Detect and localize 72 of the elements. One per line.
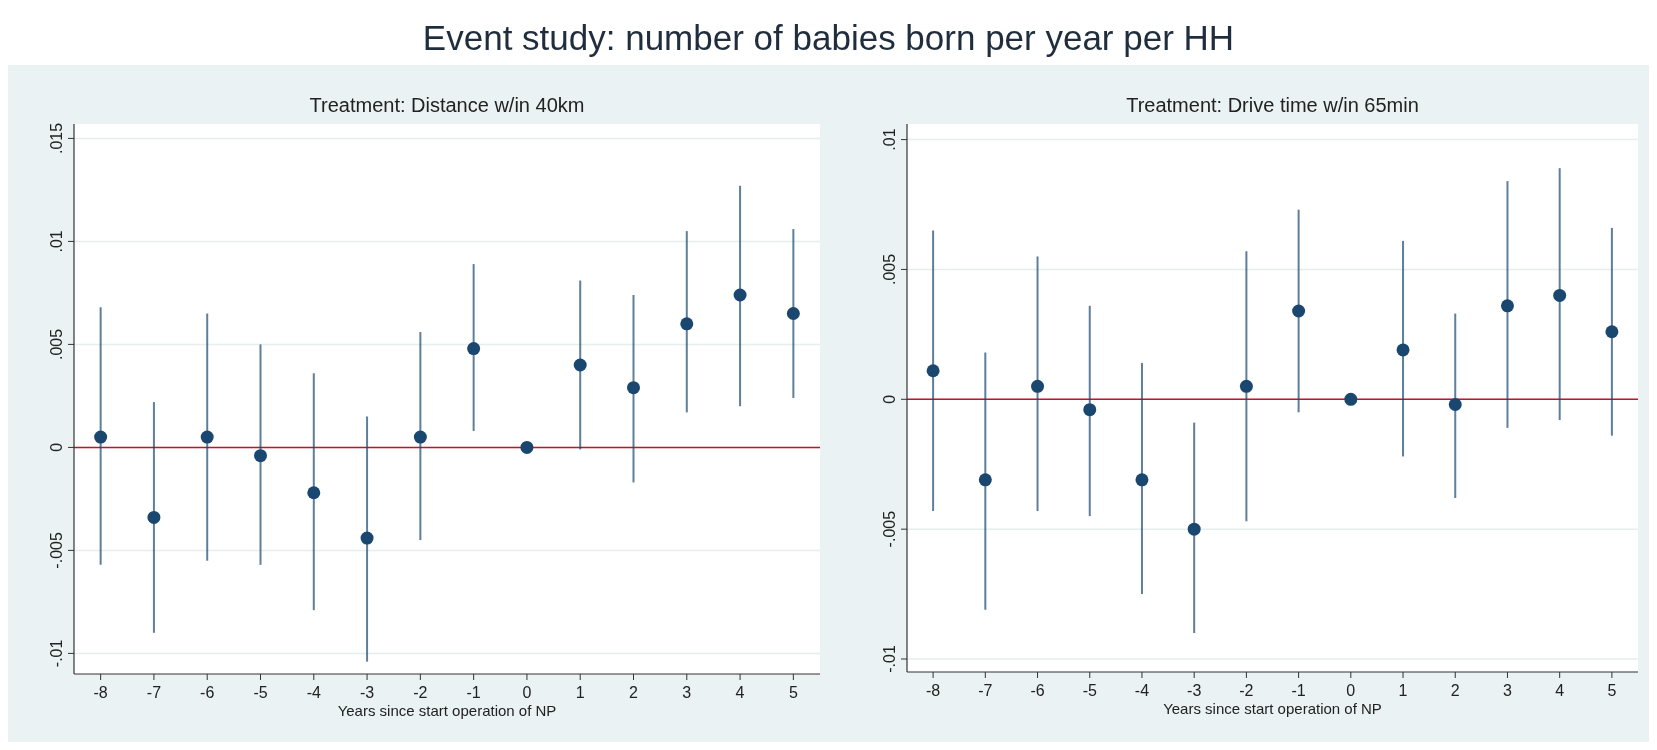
point <box>413 430 427 444</box>
text: Event study: number of babies born per year per HH <box>422 18 1235 57</box>
x-tick-label: -6 <box>1030 682 1045 699</box>
x-tick-label: -4 <box>1134 682 1150 699</box>
point <box>1239 379 1253 393</box>
x-tick-label: 1 <box>575 684 585 701</box>
x-axis-title: Years since start operation of NP <box>337 702 557 719</box>
point <box>926 364 940 378</box>
chart-title: Treatment: Distance w/in 40km <box>309 94 585 116</box>
point <box>1187 522 1201 536</box>
x-tick-label: -3 <box>1187 682 1202 699</box>
point <box>1448 397 1462 411</box>
x-tick-label: 5 <box>1607 682 1617 699</box>
x-tick-label: -3 <box>359 684 375 701</box>
y-tick-label: .005 <box>48 328 65 360</box>
x-tick-label: 4 <box>735 684 745 701</box>
x-tick-label: -7 <box>146 684 162 701</box>
x-tick-label: 2 <box>1450 682 1460 699</box>
point <box>94 430 108 444</box>
x-tick-label: 5 <box>788 684 798 701</box>
point <box>573 358 587 372</box>
point <box>786 307 800 321</box>
point <box>1135 473 1149 487</box>
x-axis-title: Years since start operation of NP <box>1163 700 1382 717</box>
x-tick-label: -8 <box>93 684 108 701</box>
point <box>1344 392 1358 406</box>
y-tick-label: -.01 <box>881 645 898 673</box>
x-tick-label: 0 <box>522 684 532 701</box>
x-tick-label: 1 <box>1398 682 1408 699</box>
point <box>200 430 214 444</box>
x-tick-label: -5 <box>1082 682 1097 699</box>
y-tick-label: 0 <box>48 442 65 452</box>
x-tick-label: 2 <box>629 684 639 701</box>
y-tick-label: .01 <box>48 230 65 253</box>
x-tick-label: 4 <box>1555 682 1565 699</box>
point <box>1083 403 1097 417</box>
x-tick-label: -7 <box>978 682 993 699</box>
y-tick-label: -.005 <box>48 532 65 569</box>
point <box>1031 379 1045 393</box>
y-tick-label: 0 <box>881 394 898 404</box>
y-tick-label: -.01 <box>48 639 65 668</box>
point <box>1605 325 1619 339</box>
point <box>1396 343 1410 357</box>
point <box>254 449 267 463</box>
y-tick-label: .005 <box>881 253 898 286</box>
y-tick-label: .015 <box>48 122 65 154</box>
point <box>1553 288 1567 302</box>
point <box>978 473 992 487</box>
point <box>520 440 534 454</box>
x-tick-label: -6 <box>200 684 215 701</box>
point <box>627 381 640 395</box>
x-tick-label: 0 <box>1346 682 1356 699</box>
x-tick-label: -5 <box>253 684 268 701</box>
point <box>1500 299 1514 313</box>
x-tick-label: -8 <box>925 682 941 699</box>
y-tick-label: .01 <box>881 128 898 151</box>
x-tick-label: 3 <box>682 684 692 701</box>
point <box>467 342 481 356</box>
x-tick-label: -2 <box>1239 682 1254 699</box>
x-tick-label: -1 <box>466 684 481 701</box>
point <box>147 510 161 524</box>
point <box>1292 304 1306 318</box>
point <box>680 317 694 331</box>
x-tick-label: -4 <box>306 684 321 701</box>
x-tick-label: -2 <box>413 684 428 701</box>
x-tick-label: -1 <box>1291 682 1306 699</box>
chart-title: Treatment: Drive time w/in 65min <box>1126 94 1419 116</box>
point <box>360 531 374 545</box>
x-tick-label: 3 <box>1503 682 1513 699</box>
y-tick-label: -.005 <box>881 510 898 548</box>
point <box>733 288 747 302</box>
point <box>307 486 321 500</box>
